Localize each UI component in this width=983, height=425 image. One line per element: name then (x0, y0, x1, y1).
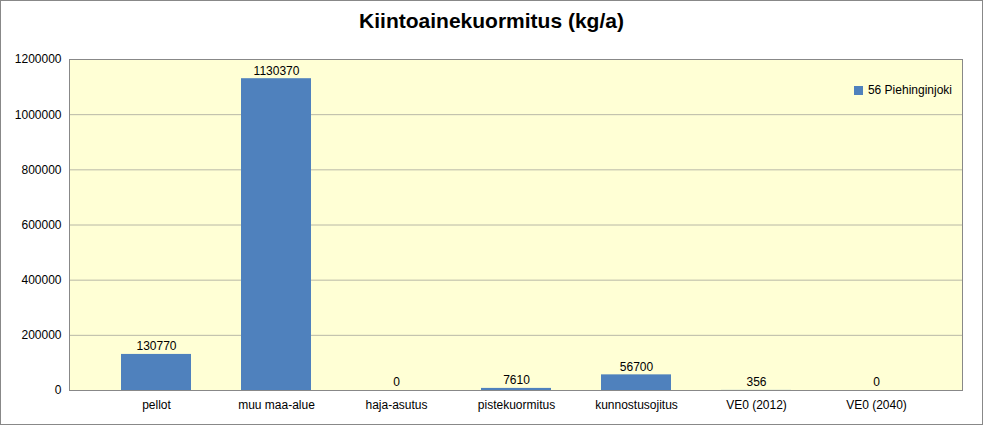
svg-text:0: 0 (873, 375, 880, 389)
svg-text:7610: 7610 (503, 373, 530, 387)
svg-text:pistekuormitus: pistekuormitus (478, 398, 555, 412)
svg-text:haja-asutus: haja-asutus (365, 398, 427, 412)
svg-text:kunnostusojitus: kunnostusojitus (595, 398, 678, 412)
svg-text:400000: 400000 (21, 273, 61, 287)
html-text:56 Piehinginjoki: 56 Piehinginjoki (867, 83, 952, 97)
svg-text:pellot: pellot (142, 398, 171, 412)
svg-text:1000000: 1000000 (15, 108, 62, 122)
svg-text:0: 0 (55, 383, 62, 397)
svg-text:800000: 800000 (21, 163, 61, 177)
svg-text:muu maa-alue: muu maa-alue (238, 398, 315, 412)
svg-text:200000: 200000 (21, 328, 61, 342)
svg-text:600000: 600000 (21, 218, 61, 232)
svg-text:1200000: 1200000 (15, 52, 62, 66)
svg-text:130770: 130770 (136, 339, 176, 353)
html-text:Kiintoainekuormitus (kg/a): Kiintoainekuormitus (kg/a) (359, 9, 624, 32)
svg-text:VE0 (2012): VE0 (2012) (726, 398, 787, 412)
svg-text:VE0 (2040): VE0 (2040) (846, 398, 907, 412)
svg-text:1130370: 1130370 (254, 64, 300, 78)
svg-text:356: 356 (746, 375, 766, 389)
svg-text:56700: 56700 (620, 360, 654, 374)
svg-text:0: 0 (393, 375, 400, 389)
